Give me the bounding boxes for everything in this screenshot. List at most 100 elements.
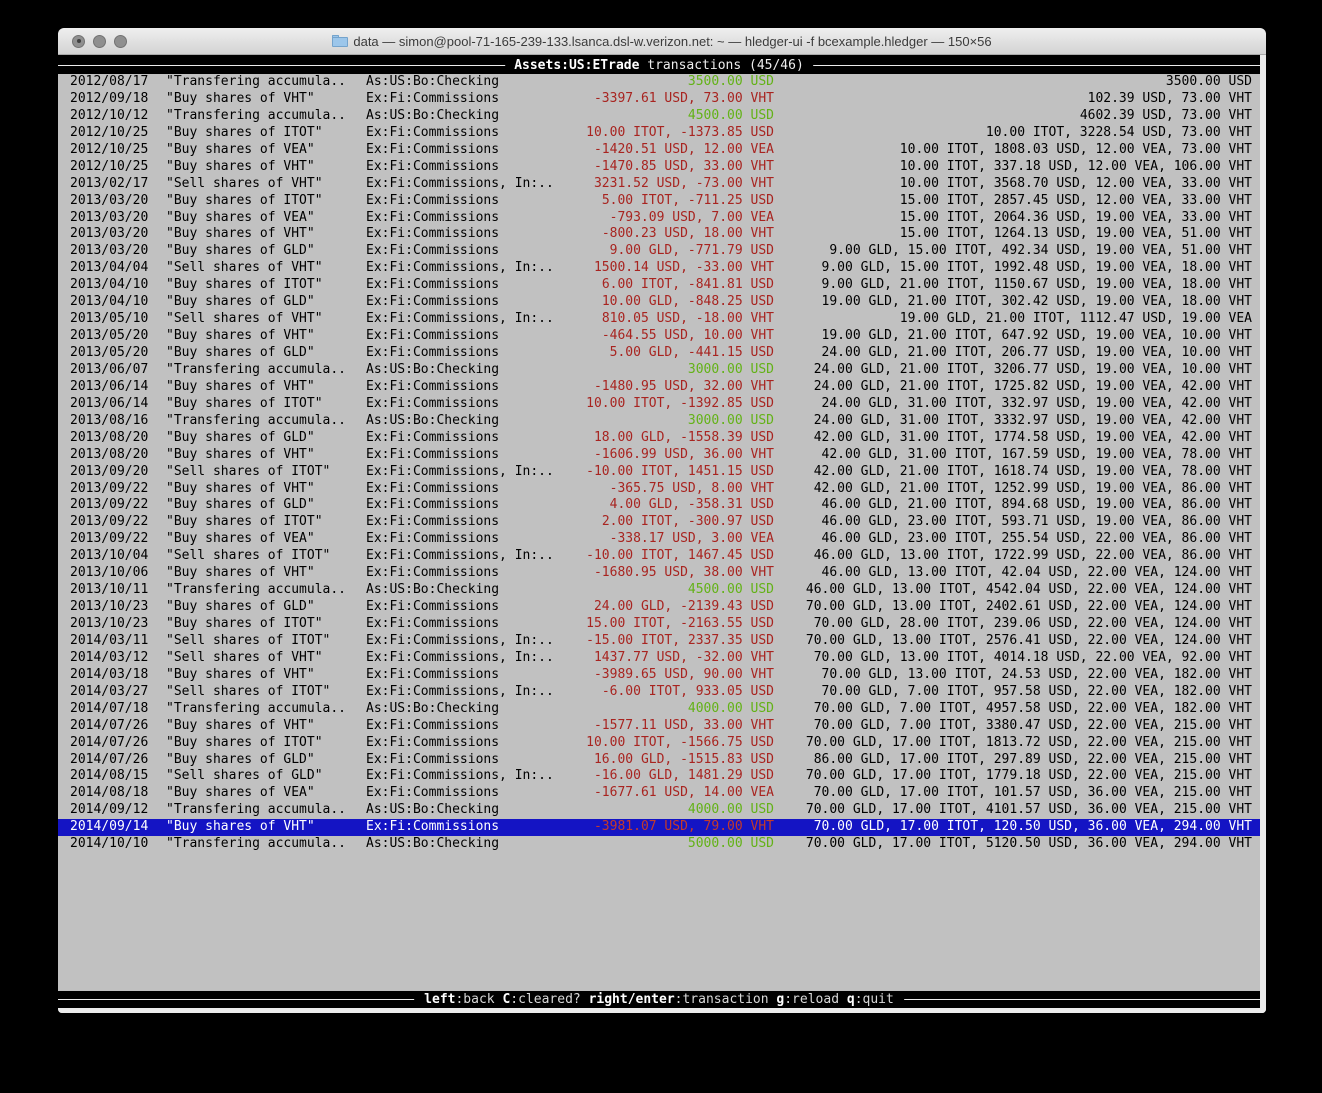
transaction-row[interactable]: 2012/09/18 "Buy shares of VHT" Ex:Fi:Commi…: [58, 91, 1260, 108]
transaction-row[interactable]: 2014/03/11 "Sell shares of ITOT" Ex:Fi:Com…: [58, 633, 1260, 650]
txn-change-amount: 24.00 GLD, -2139.43 USD: [593, 599, 774, 615]
txn-description: "Buy shares of GLD": [166, 243, 315, 259]
transaction-row[interactable]: 2012/10/25 "Buy shares of VEA" Ex:Fi:Commi…: [58, 142, 1260, 159]
transaction-row[interactable]: 2014/10/10 "Transfering accumula.. As:US:B…: [58, 836, 1260, 853]
transaction-row[interactable]: 2014/07/26 "Buy shares of ITOT" Ex:Fi:Comm…: [58, 735, 1260, 752]
transaction-row[interactable]: 2013/05/20 "Buy shares of VHT" Ex:Fi:Commi…: [58, 328, 1260, 345]
txn-change-amount: -1480.95 USD, 32.00 VHT: [593, 378, 774, 394]
transaction-row[interactable]: 2013/10/11 "Transfering accumula.. As:US:B…: [58, 582, 1260, 599]
transaction-row[interactable]: 2013/04/04 "Sell shares of VHT" Ex:Fi:Comm…: [58, 260, 1260, 277]
txn-change-amount: 4500.00 USD: [687, 107, 774, 123]
transaction-row[interactable]: 2013/05/10 "Sell shares of VHT" Ex:Fi:Comm…: [58, 311, 1260, 328]
transaction-row[interactable]: 2012/10/25 "Buy shares of ITOT" Ex:Fi:Comm…: [58, 125, 1260, 142]
screen-title-rest: transactions (45/46): [639, 58, 804, 73]
txn-change-amount: -3989.65 USD, 90.00 VHT: [593, 666, 774, 682]
txn-date: 2014/07/18: [70, 700, 149, 716]
transaction-row[interactable]: 2014/09/12 "Transfering accumula.. As:US:B…: [58, 802, 1260, 819]
hint-key: C: [502, 992, 511, 1007]
zoom-button[interactable]: [114, 34, 127, 48]
transaction-row[interactable]: 2012/08/17 "Transfering accumula.. As:US:B…: [58, 74, 1260, 91]
transaction-row[interactable]: 2013/04/10 "Buy shares of GLD" Ex:Fi:Commi…: [58, 294, 1260, 311]
txn-running-balance: 46.00 GLD, 13.00 ITOT, 1722.99 USD, 22.0…: [813, 548, 1252, 564]
transaction-row[interactable]: 2013/10/23 "Buy shares of ITOT" Ex:Fi:Comm…: [58, 616, 1260, 633]
transaction-row[interactable]: 2013/03/20 "Buy shares of VEA" Ex:Fi:Commi…: [58, 210, 1260, 227]
txn-account: Ex:Fi:Commissions: [366, 429, 500, 445]
transaction-row[interactable]: 2014/08/15 "Sell shares of GLD" Ex:Fi:Comm…: [58, 768, 1260, 785]
transaction-row[interactable]: 2013/10/06 "Buy shares of VHT" Ex:Fi:Commi…: [58, 565, 1260, 582]
transaction-row[interactable]: 2013/09/22 "Buy shares of VHT" Ex:Fi:Commi…: [58, 481, 1260, 498]
transaction-row[interactable]: 2013/10/23 "Buy shares of GLD" Ex:Fi:Commi…: [58, 599, 1260, 616]
transaction-row[interactable]: 2013/02/17 "Sell shares of VHT" Ex:Fi:Comm…: [58, 176, 1260, 193]
txn-change-amount: 1437.77 USD, -32.00 VHT: [593, 649, 774, 665]
screen-footer: left:back C:cleared? right/enter:transac…: [58, 991, 1260, 1008]
txn-account: As:US:Bo:Checking: [366, 582, 500, 598]
txn-account: Ex:Fi:Commissions, In:..: [366, 632, 554, 648]
transaction-row[interactable]: 2013/04/10 "Buy shares of ITOT" Ex:Fi:Comm…: [58, 277, 1260, 294]
txn-description: "Buy shares of ITOT": [166, 277, 323, 293]
transaction-row[interactable]: 2013/09/22 "Buy shares of GLD" Ex:Fi:Commi…: [58, 497, 1260, 514]
transaction-row[interactable]: 2014/08/18 "Buy shares of VEA" Ex:Fi:Commi…: [58, 785, 1260, 802]
txn-description: "Transfering accumula..: [166, 700, 347, 716]
txn-date: 2014/03/27: [70, 683, 149, 699]
txn-description: "Buy shares of VEA": [166, 531, 315, 547]
transaction-row[interactable]: 2013/10/04 "Sell shares of ITOT" Ex:Fi:Com…: [58, 548, 1260, 565]
txn-date: 2014/07/26: [70, 717, 149, 733]
txn-description: "Transfering accumula..: [166, 802, 347, 818]
transaction-row[interactable]: 2013/03/20 "Buy shares of GLD" Ex:Fi:Commi…: [58, 243, 1260, 260]
transaction-row[interactable]: 2013/09/22 "Buy shares of VEA" Ex:Fi:Commi…: [58, 531, 1260, 548]
transactions-list: 2012/08/17 "Transfering accumula.. As:US:B…: [58, 74, 1260, 853]
close-dot-icon: [76, 39, 81, 43]
transaction-row[interactable]: 2013/06/14 "Buy shares of VHT" Ex:Fi:Commi…: [58, 379, 1260, 396]
transaction-row[interactable]: 2013/06/07 "Transfering accumula.. As:US:B…: [58, 362, 1260, 379]
transaction-row[interactable]: 2014/03/12 "Sell shares of VHT" Ex:Fi:Comm…: [58, 650, 1260, 667]
txn-account: Ex:Fi:Commissions, In:..: [366, 649, 554, 665]
txn-account: Ex:Fi:Commissions: [366, 514, 500, 530]
close-button[interactable]: [72, 34, 85, 48]
transaction-row[interactable]: 2013/08/20 "Buy shares of VHT" Ex:Fi:Commi…: [58, 447, 1260, 464]
transaction-row[interactable]: 2014/07/18 "Transfering accumula.. As:US:B…: [58, 701, 1260, 718]
transaction-row[interactable]: 2014/09/14 "Buy shares of VHT" Ex:Fi:Commi…: [58, 819, 1260, 837]
txn-description: "Buy shares of GLD": [166, 599, 315, 615]
txn-date: 2013/10/06: [70, 565, 149, 581]
transaction-row[interactable]: 2012/10/12 "Transfering accumula.. As:US:B…: [58, 108, 1260, 125]
txn-date: 2014/09/12: [70, 802, 149, 818]
window-title-bar[interactable]: data — simon@pool-71-165-239-133.lsanca.…: [58, 28, 1266, 55]
txn-account: As:US:Bo:Checking: [366, 107, 500, 123]
minimize-button[interactable]: [93, 34, 106, 48]
txn-account: As:US:Bo:Checking: [366, 361, 500, 377]
txn-account: Ex:Fi:Commissions: [366, 345, 500, 360]
txn-account: Ex:Fi:Commissions, In:..: [366, 548, 554, 564]
transaction-row[interactable]: 2013/09/22 "Buy shares of ITOT" Ex:Fi:Comm…: [58, 514, 1260, 531]
txn-running-balance: 15.00 ITOT, 2857.45 USD, 12.00 VEA, 33.0…: [899, 192, 1252, 208]
txn-running-balance: 70.00 GLD, 17.00 ITOT, 120.50 USD, 36.00…: [813, 819, 1252, 835]
transaction-row[interactable]: 2013/03/20 "Buy shares of VHT" Ex:Fi:Commi…: [58, 226, 1260, 243]
transaction-row[interactable]: 2013/08/20 "Buy shares of GLD" Ex:Fi:Commi…: [58, 430, 1260, 447]
txn-date: 2013/03/20: [70, 243, 149, 259]
txn-running-balance: 24.00 GLD, 31.00 ITOT, 332.97 USD, 19.00…: [821, 395, 1252, 411]
txn-account: Ex:Fi:Commissions: [366, 243, 500, 259]
txn-description: "Sell shares of VHT": [166, 260, 323, 276]
txn-date: 2013/03/20: [70, 192, 149, 208]
scrollbar-track[interactable]: [1260, 55, 1266, 1013]
txn-running-balance: 46.00 GLD, 13.00 ITOT, 4542.04 USD, 22.0…: [805, 582, 1252, 598]
transaction-row[interactable]: 2013/09/20 "Sell shares of ITOT" Ex:Fi:Com…: [58, 464, 1260, 481]
txn-description: "Buy shares of VHT": [166, 226, 315, 242]
transaction-row[interactable]: 2013/05/20 "Buy shares of GLD" Ex:Fi:Commi…: [58, 345, 1260, 362]
txn-date: 2013/06/14: [70, 395, 149, 411]
transaction-row[interactable]: 2014/07/26 "Buy shares of GLD" Ex:Fi:Commi…: [58, 752, 1260, 769]
txn-description: "Buy shares of GLD": [166, 751, 315, 767]
txn-change-amount: 3000.00 USD: [687, 361, 774, 377]
txn-running-balance: 70.00 GLD, 7.00 ITOT, 4957.58 USD, 22.00…: [813, 700, 1252, 716]
txn-change-amount: -6.00 ITOT, 933.05 USD: [601, 683, 774, 699]
transaction-row[interactable]: 2013/08/16 "Transfering accumula.. As:US:B…: [58, 413, 1260, 430]
transaction-row[interactable]: 2013/03/20 "Buy shares of ITOT" Ex:Fi:Comm…: [58, 193, 1260, 210]
txn-date: 2013/10/23: [70, 599, 149, 615]
txn-description: "Buy shares of VEA": [166, 209, 315, 225]
transaction-row[interactable]: 2014/03/18 "Buy shares of VHT" Ex:Fi:Commi…: [58, 667, 1260, 684]
transaction-row[interactable]: 2014/07/26 "Buy shares of VHT" Ex:Fi:Commi…: [58, 718, 1260, 735]
txn-date: 2013/04/04: [70, 260, 149, 276]
transaction-row[interactable]: 2012/10/25 "Buy shares of VHT" Ex:Fi:Commi…: [58, 159, 1260, 176]
transaction-row[interactable]: 2013/06/14 "Buy shares of ITOT" Ex:Fi:Comm…: [58, 396, 1260, 413]
txn-date: 2013/10/04: [70, 548, 149, 564]
transaction-row[interactable]: 2014/03/27 "Sell shares of ITOT" Ex:Fi:Com…: [58, 684, 1260, 701]
